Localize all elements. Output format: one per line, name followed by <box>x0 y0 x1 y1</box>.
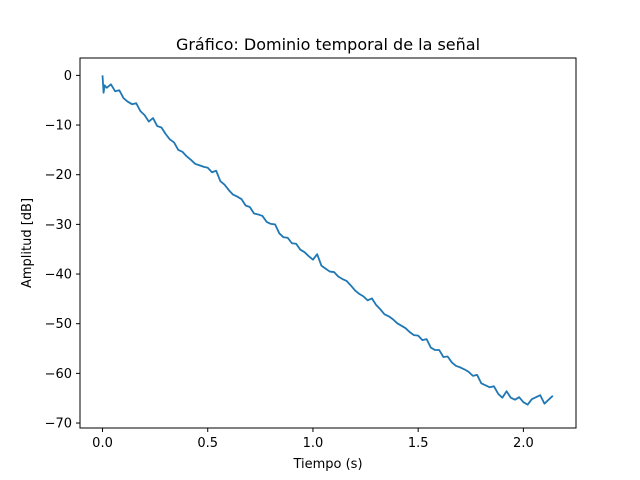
chart-title: Gráfico: Dominio temporal de la señal <box>176 35 480 54</box>
y-tick-label: −60 <box>45 367 72 382</box>
y-tick-label: −50 <box>45 317 72 332</box>
x-tick-label: 0.5 <box>197 436 218 451</box>
x-tick-label: 2.0 <box>513 436 534 451</box>
x-axis-label: Tiempo (s) <box>292 457 362 472</box>
plot-area <box>79 57 577 429</box>
y-axis: 0 −10 −20 −30 −40 −50 −60 −70 <box>45 69 80 432</box>
series-layer <box>101 75 554 406</box>
y-tick-label: −70 <box>45 417 72 432</box>
y-tick-label: −10 <box>45 119 72 134</box>
y-tick-label: −20 <box>45 168 72 183</box>
series-line <box>101 75 554 406</box>
x-axis: 0.0 0.5 1.0 1.5 2.0 <box>92 428 534 451</box>
x-tick-label: 0.0 <box>92 436 113 451</box>
y-axis-label: Amplitud [dB] <box>20 198 35 288</box>
y-tick-label: 0 <box>64 69 72 84</box>
y-tick-label: −40 <box>45 268 72 283</box>
y-tick-label: −30 <box>45 218 72 233</box>
plot-frame <box>79 57 577 429</box>
x-tick-label: 1.0 <box>303 436 324 451</box>
x-tick-label: 1.5 <box>408 436 429 451</box>
